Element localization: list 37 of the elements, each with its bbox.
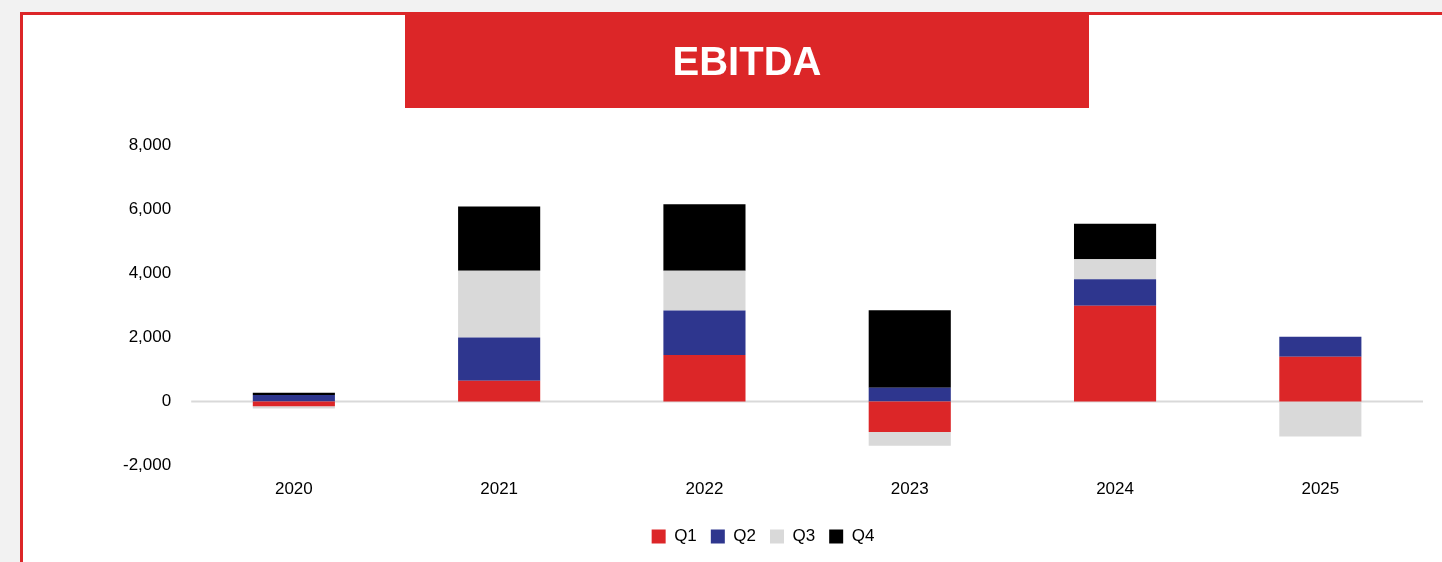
bar <box>663 355 746 402</box>
legend-label: Q3 <box>792 526 816 546</box>
x-tick-label: 2024 <box>1096 479 1134 499</box>
bar <box>1279 336 1362 357</box>
legend-label: Q2 <box>733 526 757 546</box>
bar <box>868 401 951 432</box>
bar <box>1073 279 1157 306</box>
bar <box>1073 305 1157 402</box>
bar <box>663 270 746 311</box>
legend-label: Q4 <box>851 526 875 546</box>
bar <box>252 395 335 402</box>
chart-title: EBITDA <box>405 15 1089 108</box>
bar <box>458 270 541 338</box>
bar <box>663 310 746 356</box>
bar <box>1073 259 1157 280</box>
bar <box>1073 223 1157 260</box>
bar <box>458 380 541 402</box>
x-tick-label: 2022 <box>685 479 724 499</box>
x-tick-label: 2023 <box>890 479 929 499</box>
bar <box>868 310 951 388</box>
y-tick-label: 0 <box>161 391 172 411</box>
x-tick-label: 2021 <box>480 479 519 499</box>
y-tick-label: -2,000 <box>123 455 172 475</box>
legend-label: Q1 <box>674 526 697 546</box>
y-tick-label: 8,000 <box>128 134 172 154</box>
bar <box>663 204 746 271</box>
bar <box>1279 356 1362 402</box>
bar <box>252 406 335 409</box>
x-tick-label: 2020 <box>274 479 313 499</box>
y-tick-label: 4,000 <box>128 263 172 283</box>
bar <box>458 206 541 271</box>
y-tick-label: 2,000 <box>128 327 172 347</box>
bar <box>868 387 951 402</box>
bar <box>458 337 541 381</box>
y-tick-label: 6,000 <box>128 198 172 218</box>
x-tick-label: 2025 <box>1301 479 1340 499</box>
bar <box>868 431 951 446</box>
